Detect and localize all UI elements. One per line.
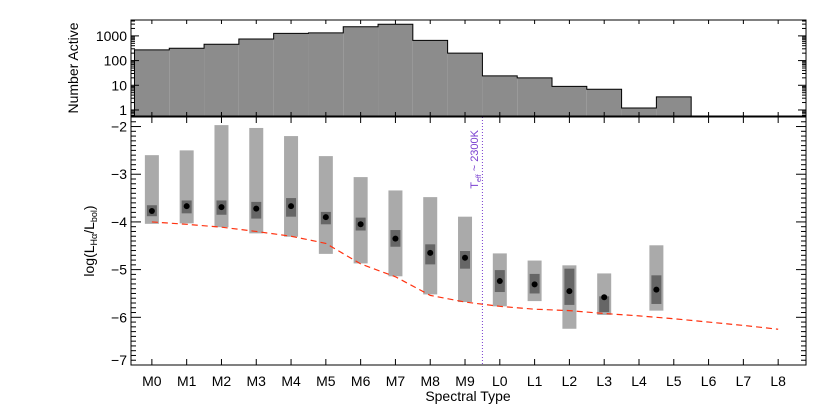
top-ylabel: Number Active (65, 22, 81, 113)
bottom-y-tick-label: −2 (111, 119, 127, 135)
x-tick-label-M6: M6 (351, 373, 371, 389)
median-point (653, 286, 660, 293)
bottom-y-tick-label: −3 (111, 166, 127, 182)
ylabel-sub2: bol (89, 210, 99, 222)
histogram-bar-M2 (204, 44, 239, 116)
bottom-ylabel: log(LHα/Lbol) (81, 205, 99, 276)
axes: M0 M1 M2 M3 M4 M5 M6 M7 M8 M9 L0 L1 L2 L3 L4 L5 L6 L7 L8 1 1… (96, 19, 807, 389)
x-axis-label: Spectral Type (425, 388, 511, 404)
median-point (322, 214, 329, 221)
top-y-tick-label: 100 (104, 53, 128, 69)
median-point (288, 203, 295, 210)
x-tick-label-M4: M4 (281, 373, 301, 389)
x-tick-label-M3: M3 (247, 373, 267, 389)
teff-sub: eff (476, 174, 483, 182)
histogram-bar-M9 (447, 53, 483, 116)
x-tick-label-M2: M2 (212, 373, 232, 389)
x-tick-label-L3: L3 (596, 373, 612, 389)
histogram-bar-L5 (656, 96, 692, 116)
median-point (148, 207, 155, 214)
histogram-bar-M1 (169, 48, 205, 116)
histogram-bar-L1 (517, 77, 553, 116)
ylabel-end: ) (81, 205, 97, 210)
bottom-y-tick-label: −7 (111, 352, 127, 368)
median-point (357, 221, 364, 228)
x-tick-label-M7: M7 (386, 373, 406, 389)
bottom-y-tick-label: −4 (111, 214, 127, 230)
x-tick-label-L0: L0 (492, 373, 508, 389)
median-point (218, 204, 225, 211)
teff-annotation: Teff ~ 2300K (469, 129, 483, 188)
bottom-y-tick-label: −5 (111, 262, 127, 278)
median-point (392, 235, 399, 242)
top-y-tick-label: 1 (119, 102, 127, 118)
inner-range-box (564, 268, 575, 305)
x-tick-label-M9: M9 (455, 373, 475, 389)
median-point (427, 249, 434, 256)
histogram-bar-M7 (378, 24, 413, 116)
median-point (462, 254, 469, 261)
median-point (531, 281, 538, 288)
bottom-panel-activity (144, 117, 779, 365)
x-tick-label-L1: L1 (527, 373, 543, 389)
bottom-y-tick-label: −6 (111, 309, 127, 325)
histogram-bar-L0 (482, 75, 518, 116)
histogram-outline (133, 23, 796, 117)
full-range-box (318, 156, 333, 254)
histogram-bar-M4 (273, 33, 309, 116)
x-tick-label-M0: M0 (142, 373, 162, 389)
x-tick-label-L4: L4 (631, 373, 647, 389)
top-y-tick-label: 1000 (96, 28, 127, 44)
median-point (601, 294, 608, 301)
ylabel-mid: /L (81, 222, 97, 234)
full-range-box (284, 136, 299, 237)
median-point (253, 205, 260, 212)
histogram-bar-M6 (343, 26, 379, 117)
histogram-bar-M0 (134, 49, 170, 117)
histogram-bar-L2 (552, 86, 587, 116)
inner-range-box (599, 296, 610, 313)
median-point (496, 278, 503, 285)
histogram-bar-M5 (308, 32, 344, 116)
top-y-tick-label: 10 (111, 77, 127, 93)
x-tick-label-M1: M1 (177, 373, 197, 389)
x-tick-label-M8: M8 (421, 373, 441, 389)
teff-rest: ~ 2300K (469, 129, 481, 174)
median-point (566, 288, 573, 295)
ylabel-sub1: Hα (89, 234, 99, 246)
histogram-bar-M3 (238, 38, 274, 117)
x-tick-label-M5: M5 (316, 373, 336, 389)
detection-limit-curve (151, 221, 779, 330)
histogram-bar-L3 (586, 89, 622, 116)
x-tick-label-L6: L6 (701, 373, 717, 389)
top-panel-histogram (133, 23, 796, 117)
ylabel-main: log(L (81, 245, 97, 276)
histogram-bar-M8 (412, 40, 448, 116)
teff-main: T (469, 182, 481, 189)
x-tick-label-L2: L2 (562, 373, 578, 389)
median-point (183, 203, 190, 210)
x-tick-label-L5: L5 (666, 373, 682, 389)
x-tick-label-L7: L7 (736, 373, 752, 389)
x-tick-label-L8: L8 (770, 373, 786, 389)
